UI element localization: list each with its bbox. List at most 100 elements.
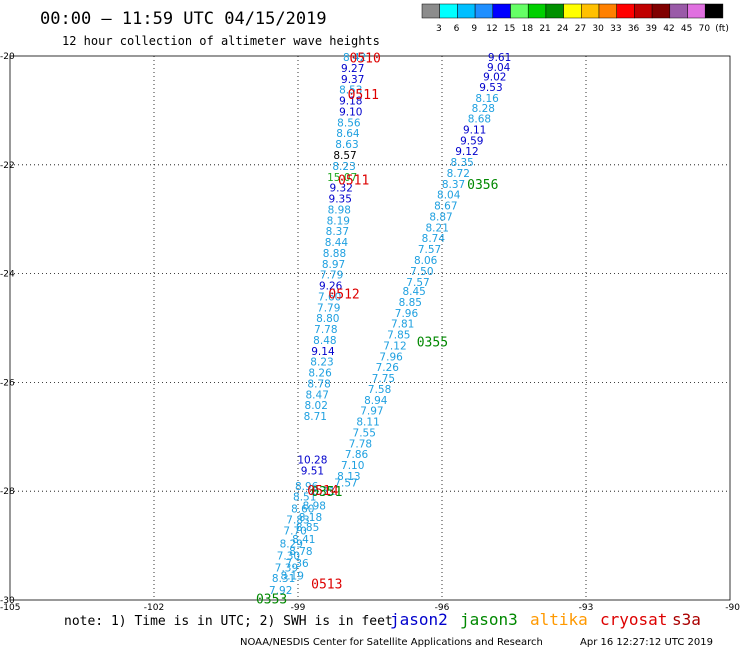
- wave-height-point: 8.94: [364, 395, 388, 407]
- scale-label: 9: [471, 24, 477, 34]
- wave-height-point: 9.51: [301, 466, 324, 478]
- wave-height-point: 7.57: [406, 277, 429, 289]
- scale-swatch: [687, 3, 706, 19]
- wave-height-point: 8.19: [327, 215, 350, 227]
- wave-height-point: 8.41: [292, 534, 315, 546]
- wave-height-point: 7.50: [410, 266, 433, 278]
- pass-time-label: 0512: [328, 288, 359, 303]
- scale-label: (ft): [715, 24, 729, 34]
- wave-height-point: 8.53: [339, 85, 362, 97]
- scale-label: 3: [436, 24, 442, 34]
- pass-time-label: 0356: [467, 178, 498, 193]
- wave-height-point: 8.29: [280, 538, 303, 550]
- scale-label: 39: [646, 24, 658, 34]
- scale-swatch: [563, 3, 582, 19]
- pass-time-label: 0514: [307, 484, 338, 499]
- x-tick-label: -99: [291, 603, 306, 613]
- wave-height-point: 8.87: [429, 211, 452, 223]
- data-points: 9.619.049.029.538.168.288.689.119.599.12…: [269, 52, 511, 597]
- y-tick-label: -22: [0, 161, 15, 171]
- wave-height-point: 8.80: [316, 313, 339, 325]
- plot-frame: [9, 55, 731, 601]
- satellite-legend-jason3: jason3: [460, 610, 518, 629]
- wave-height-point: 9.53: [479, 82, 502, 94]
- wave-height-point: 8.21: [426, 222, 449, 234]
- satellite-legend-cryosat: cryosat: [600, 610, 667, 629]
- wave-height-point: 9.26: [319, 281, 343, 293]
- wave-height-point: 7.57: [334, 477, 357, 489]
- scale-swatch: [457, 3, 476, 19]
- scale-swatch: [581, 3, 600, 19]
- wave-height-point: 8.88: [323, 248, 346, 260]
- wave-height-point: 8.18: [299, 512, 322, 524]
- generation-timestamp: Apr 16 12:27:12 UTC 2019: [580, 637, 713, 648]
- satellite-legend: jason2 jason3 altika cryosat s3a: [390, 610, 701, 629]
- wave-height-point: 9.27: [341, 63, 364, 75]
- wave-height-point: 7.30: [277, 550, 300, 562]
- wave-height-point: 8.31: [312, 486, 335, 498]
- wave-height-point: 7.60: [318, 291, 341, 303]
- wave-height-point: 8.57: [333, 150, 356, 162]
- scale-swatch: [527, 3, 547, 19]
- wave-height-point: 8.51: [293, 492, 316, 504]
- chart-title: 00:00 – 11:59 UTC 04/15/2019: [40, 9, 327, 29]
- scale-swatch: [545, 3, 564, 19]
- wave-height-point: 8.97: [322, 259, 345, 271]
- scale-swatch: [669, 3, 688, 19]
- wave-height-point: 8.63: [335, 139, 358, 151]
- pass-time-label: 0510: [350, 52, 381, 67]
- wave-height-point: 8.16: [475, 93, 499, 105]
- wave-height-point: 7.12: [383, 340, 406, 352]
- wave-height-point: 8.31: [272, 573, 295, 585]
- wave-height-point: 7.39: [275, 562, 298, 574]
- wave-height-point: 7.92: [269, 585, 292, 597]
- scale-label: 27: [575, 24, 586, 34]
- pass-time-label: 0513: [311, 578, 342, 593]
- wave-height-point: 7.79: [320, 270, 343, 282]
- satellite-legend-altika: altika: [530, 610, 588, 629]
- wave-height-point: 8.56: [337, 117, 361, 129]
- wave-height-point: 8.78: [307, 378, 330, 390]
- y-tick-label: -30: [0, 596, 15, 606]
- pass-time-label: 0351: [311, 485, 342, 500]
- scale-label: 21: [539, 24, 550, 34]
- wave-height-point: 9.32: [330, 183, 353, 195]
- scale-swatch: [598, 3, 617, 19]
- scale-label: 42: [663, 24, 674, 34]
- scale-label: 18: [522, 24, 534, 34]
- pass-time-label: 0353: [256, 592, 287, 607]
- wave-height-point: 7.36: [285, 558, 309, 570]
- wave-height-point: 8.67: [434, 201, 457, 213]
- wave-height-point: 8.35: [450, 157, 473, 169]
- scale-swatch: [421, 3, 440, 19]
- wave-height-point: 7.78: [349, 438, 372, 450]
- wave-height-point: 9.10: [339, 106, 362, 118]
- wave-height-point: 8.85: [296, 522, 319, 534]
- wave-height-point: 8.26: [308, 368, 332, 380]
- wave-height-point: 7.81: [391, 319, 414, 331]
- wave-height-point: 8.23: [332, 161, 355, 173]
- scale-swatch: [651, 3, 671, 19]
- y-tick-label: -24: [0, 270, 15, 280]
- wave-height-point: 8.72: [447, 168, 470, 180]
- wave-height-point: 9.12: [455, 146, 478, 158]
- wave-height-point: 7.26: [376, 362, 400, 374]
- wave-height-point: 7.85: [387, 330, 410, 342]
- scale-swatch: [616, 3, 635, 19]
- scale-label: 15: [504, 24, 515, 34]
- scale-label: 45: [681, 24, 692, 34]
- wave-height-point: 8.23: [310, 357, 333, 369]
- scale-swatch: [510, 3, 529, 19]
- y-tick-label: -28: [0, 487, 15, 497]
- axis-ticks: -105 -102 -99 -96 -93 -90 -20 -22 -24 -26 -28 -30: [0, 52, 740, 613]
- wave-height-point: 9.18: [339, 96, 362, 108]
- wave-height-point: 8.28: [472, 103, 495, 115]
- scale-swatch: [634, 3, 653, 19]
- x-tick-label: -102: [144, 603, 164, 613]
- wave-height-point: 9.02: [483, 72, 506, 84]
- satellite-legend-s3a: s3a: [672, 610, 701, 629]
- x-tick-label: -96: [435, 603, 450, 613]
- wave-height-point: 7.83: [286, 514, 309, 526]
- wave-height-point: 8.98: [303, 500, 326, 512]
- scale-label: 70: [699, 24, 711, 34]
